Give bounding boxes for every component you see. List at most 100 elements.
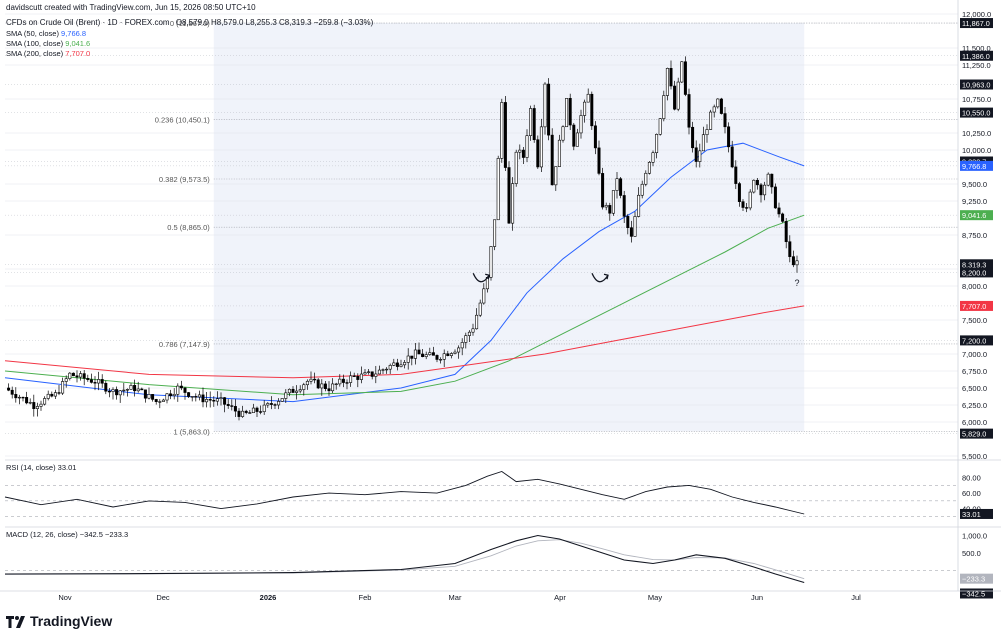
- legend-sma100-value: 9,041.6: [65, 39, 91, 48]
- sma50-line: [4, 142, 805, 403]
- candle-body: [251, 407, 255, 414]
- candle: [428, 347, 432, 356]
- candle: [233, 399, 237, 418]
- candle: [190, 396, 194, 402]
- candle-body: [493, 219, 497, 247]
- candle-body: [53, 392, 57, 397]
- candle: [601, 167, 605, 210]
- rsi-tick-label: 80.00: [962, 474, 981, 483]
- candle: [730, 140, 734, 169]
- legend-sma200[interactable]: SMA (200, close) 7,707.0: [6, 49, 90, 58]
- fib-level-label: 0.236 (10,450.1): [155, 115, 211, 124]
- candle-body: [143, 389, 147, 399]
- candle-body: [565, 98, 569, 128]
- candle: [413, 343, 417, 365]
- candle: [788, 235, 792, 263]
- candle-body: [467, 331, 471, 336]
- fib-level-label: 0.382 (9,573.5): [159, 175, 210, 184]
- candle-body: [439, 359, 443, 361]
- price-tag-box: [960, 267, 993, 278]
- candle: [403, 359, 407, 369]
- macd-value-box: [960, 588, 993, 599]
- candle: [781, 212, 785, 223]
- candle: [381, 368, 385, 375]
- candle-body: [363, 372, 367, 375]
- price-tag-box: [960, 259, 993, 270]
- legend-sma100[interactable]: SMA (100, close) 9,041.6: [6, 39, 90, 48]
- candle: [536, 135, 540, 169]
- candle: [39, 400, 43, 411]
- candle: [496, 155, 500, 221]
- candle-body: [89, 379, 93, 383]
- candle-body: [32, 402, 36, 409]
- candle-body: [536, 139, 540, 168]
- candle: [669, 60, 673, 90]
- candle: [53, 389, 57, 399]
- candle: [795, 255, 799, 273]
- price-tick-label: 6,750.0: [962, 367, 987, 376]
- candle-body: [327, 388, 331, 392]
- candle-body: [97, 379, 101, 384]
- candle: [431, 346, 435, 356]
- candle: [773, 183, 777, 209]
- candle: [673, 80, 677, 111]
- candle-body: [421, 353, 425, 357]
- candle: [165, 393, 169, 404]
- fib-level-label: 0 (11,867.0): [170, 19, 210, 28]
- price-tag-label: 10,963.0: [962, 81, 990, 90]
- candle-body: [777, 207, 781, 215]
- candle: [514, 149, 518, 187]
- candle-body: [619, 178, 623, 196]
- candle-body: [158, 401, 162, 403]
- candle: [89, 373, 93, 384]
- candle: [269, 396, 273, 410]
- candle-body: [575, 132, 579, 147]
- candle: [305, 379, 309, 390]
- price-tag-label: 10,550.0: [962, 109, 990, 118]
- price-tick-label: 6,500.0: [962, 384, 987, 393]
- candle-body: [385, 368, 389, 371]
- candle: [705, 124, 709, 143]
- candle-body: [727, 126, 731, 148]
- price-tick-label: 12,000.0: [962, 10, 991, 19]
- candle: [392, 358, 396, 367]
- price-tag-box: [960, 210, 993, 221]
- candle-body: [82, 373, 86, 379]
- candle-body: [169, 393, 173, 397]
- candle: [557, 134, 561, 167]
- candle: [763, 181, 767, 201]
- candle: [737, 181, 741, 207]
- candle-body: [698, 150, 702, 162]
- candle-body: [608, 205, 612, 214]
- macd-tick-label: 500.0: [962, 549, 981, 558]
- price-tick-label: 6,000.0: [962, 418, 987, 427]
- candle: [115, 386, 119, 400]
- legend-sma50[interactable]: SMA (50, close) 9,766.8: [6, 29, 86, 38]
- candle-body: [320, 383, 324, 389]
- candle: [212, 396, 216, 407]
- candle: [712, 104, 716, 118]
- candle: [262, 400, 266, 415]
- tradingview-brand[interactable]: TradingView: [6, 613, 112, 629]
- candle: [417, 342, 421, 355]
- candle-body: [176, 385, 180, 395]
- candle-body: [460, 342, 464, 349]
- candle: [511, 177, 515, 231]
- candle-body: [179, 385, 183, 389]
- candle: [694, 140, 698, 168]
- candle: [133, 379, 137, 397]
- candle-body: [255, 407, 259, 412]
- legend-sma100-label: SMA (100, close): [6, 39, 64, 48]
- candle: [309, 371, 313, 385]
- candle: [446, 350, 450, 357]
- curved-arrow-right: [591, 272, 609, 283]
- candle-body: [129, 385, 133, 390]
- candle: [338, 374, 342, 387]
- price-tag-label: 9,041.6: [962, 211, 986, 220]
- candle-body: [57, 392, 61, 394]
- candle: [629, 220, 633, 243]
- candle: [125, 388, 129, 397]
- price-tag-box: [960, 18, 993, 29]
